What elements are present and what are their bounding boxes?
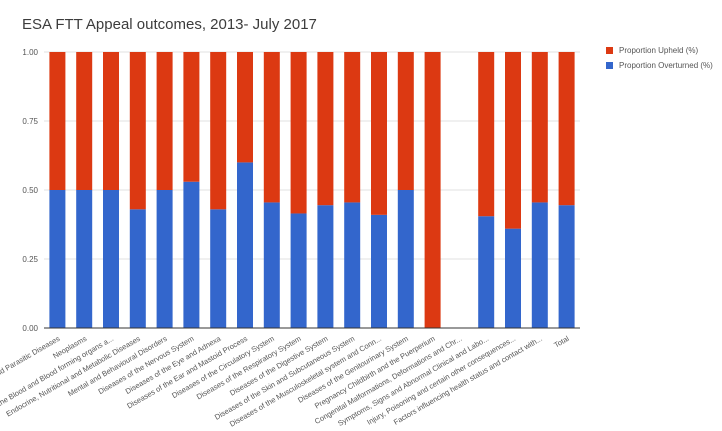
bar-overturned[interactable] — [263, 202, 280, 328]
bar-overturned[interactable] — [531, 202, 548, 328]
bar-upheld[interactable] — [290, 52, 307, 214]
bar-overturned[interactable] — [505, 228, 521, 328]
bar-upheld[interactable] — [183, 52, 200, 182]
bar-upheld[interactable] — [531, 52, 548, 203]
y-axis-ticks: 0.00 0.25 0.50 0.75 1.00 — [22, 48, 38, 333]
bar-overturned[interactable] — [558, 205, 575, 328]
bar-upheld[interactable] — [317, 52, 334, 206]
bar-upheld[interactable] — [76, 52, 93, 190]
gridlines — [44, 51, 580, 329]
bar-overturned[interactable] — [103, 190, 119, 328]
bar-upheld[interactable] — [210, 52, 227, 210]
legend-label-overturned: Proportion Overturned (%) — [619, 61, 713, 70]
bar-overturned[interactable] — [49, 190, 66, 328]
x-tick-label: Total — [552, 334, 571, 350]
bar-overturned[interactable] — [183, 181, 200, 328]
bar-upheld[interactable] — [156, 52, 173, 190]
bar-overturned[interactable] — [317, 205, 334, 328]
x-axis-ticks: Certain Infectious and Parasitic Disease… — [0, 334, 571, 429]
bar-upheld[interactable] — [558, 52, 575, 206]
bar-upheld[interactable] — [397, 52, 414, 190]
bar-upheld[interactable] — [478, 52, 495, 217]
bar-upheld[interactable] — [103, 52, 119, 190]
y-tick-label: 0.25 — [22, 255, 38, 264]
legend-item-upheld[interactable]: Proportion Upheld (%) — [606, 46, 698, 55]
y-tick-label: 0.00 — [22, 324, 38, 333]
bar-overturned[interactable] — [397, 190, 414, 328]
bar-upheld[interactable] — [344, 52, 361, 203]
bar-upheld[interactable] — [49, 52, 66, 190]
bar-overturned[interactable] — [344, 202, 361, 328]
bar-overturned[interactable] — [76, 190, 93, 328]
bar-upheld[interactable] — [424, 52, 441, 328]
bar-overturned[interactable] — [371, 214, 387, 328]
bar-upheld[interactable] — [263, 52, 280, 203]
bar-overturned[interactable] — [210, 209, 227, 328]
legend-swatch-upheld — [606, 47, 613, 54]
bar-overturned[interactable] — [156, 190, 173, 328]
chart-title: ESA FTT Appeal outcomes, 2013- July 2017 — [22, 16, 317, 33]
bar-overturned[interactable] — [290, 213, 307, 328]
legend-swatch-overturned — [606, 62, 613, 69]
bar-overturned[interactable] — [237, 162, 253, 328]
y-tick-label: 0.50 — [22, 186, 38, 195]
y-tick-label: 1.00 — [22, 48, 38, 57]
bar-overturned[interactable] — [129, 209, 146, 328]
y-tick-label: 0.75 — [22, 117, 38, 126]
bar-upheld[interactable] — [129, 52, 146, 210]
legend-item-overturned[interactable]: Proportion Overturned (%) — [606, 61, 713, 70]
bars — [49, 52, 575, 328]
bar-overturned[interactable] — [478, 216, 495, 328]
bar-upheld[interactable] — [371, 52, 387, 215]
legend-label-upheld: Proportion Upheld (%) — [619, 46, 699, 55]
bar-upheld[interactable] — [237, 52, 253, 163]
bar-upheld[interactable] — [505, 52, 521, 229]
